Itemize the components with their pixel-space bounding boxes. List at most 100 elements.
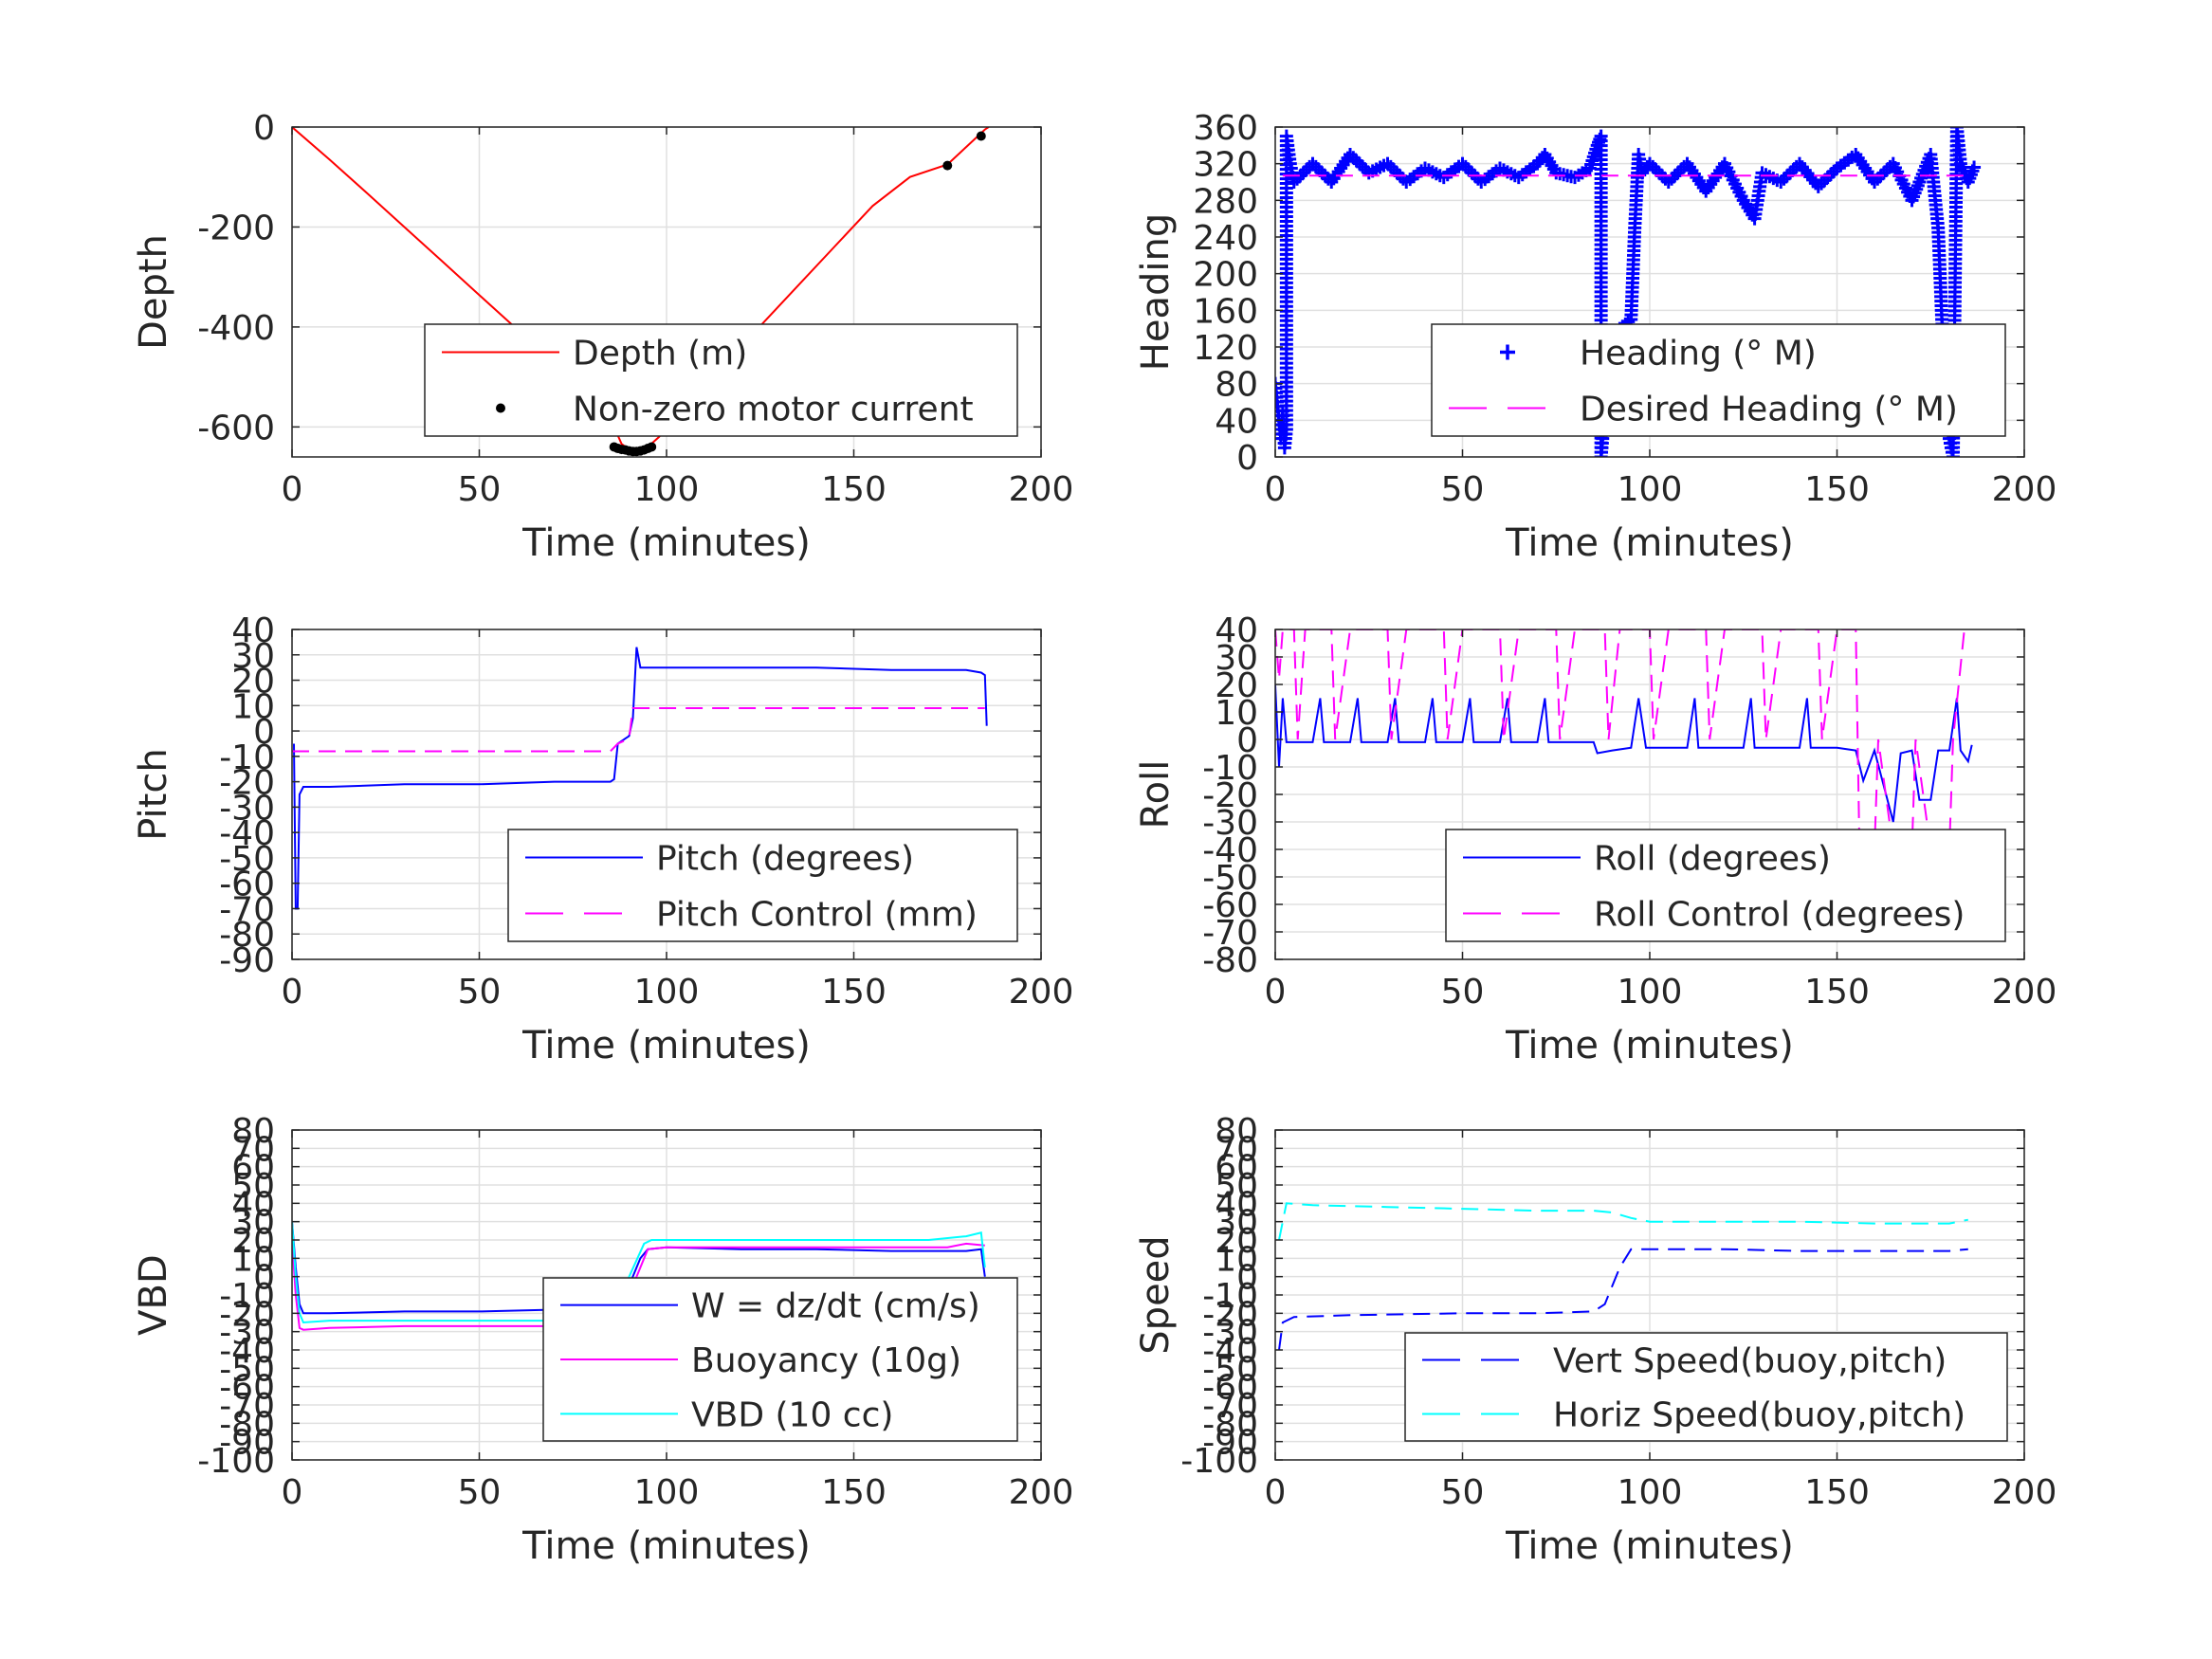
x-axis-label: Time (minutes) [521,521,811,565]
y-tick-label: 360 [1193,109,1258,148]
legend-swatch [1500,344,1515,360]
y-tick-label: 60 [1215,1149,1258,1188]
y-tick-label: 50 [231,1167,275,1206]
panel-depth: 0 50 100 150 200 -600 -400 -200 0 Time (minutes) D… [132,109,1073,565]
panel-pitch: 0 50 100 150 200-90-80-70-60-50-40-30-20-100… [132,611,1073,1067]
y-tick-label: 80 [231,1112,275,1151]
x-tick-label: 50 [1441,973,1485,1012]
y-tick-label: -40 [219,814,275,853]
y-tick-label: -30 [1202,804,1258,843]
x-tick-label: 150 [821,973,887,1012]
y-tick-label: -90 [219,941,275,980]
y-tick-label: -20 [1202,776,1258,815]
y-tick-label: -20 [219,1295,275,1334]
y-tick-label: 0 [1236,721,1258,760]
x-tick-label: 200 [1992,973,2057,1012]
series-group [1275,629,1973,850]
y-tick-label: -200 [197,209,275,247]
y-tick-label: -90 [219,1424,275,1463]
y-tick-label: 40 [1215,1185,1258,1224]
y-tick-label: -600 [197,409,275,447]
y-tick-label: -90 [1202,1424,1258,1463]
legend: Roll (degrees) Roll Control (degrees) [1445,829,2006,942]
x-tick-label: 150 [821,1473,887,1512]
series-line-speed-0 [1278,1248,1968,1351]
x-tick-label: 200 [1992,470,2057,509]
legend-label: VBD (10 cc) [691,1395,893,1434]
x-tick-label: 0 [282,1473,303,1512]
y-tick-label: 70 [1215,1130,1258,1169]
legend-box [424,323,1018,437]
y-tick-label: 160 [1193,292,1258,331]
legend-label: Heading (° M) [1580,335,1817,374]
y-tick-label: -40 [219,1332,275,1371]
x-tick-label: 100 [634,1473,700,1512]
x-tick-label: 0 [1265,973,1287,1012]
y-tick-label: 20 [231,663,275,702]
x-tick-label: 200 [1009,1473,1074,1512]
y-tick-label: 240 [1193,219,1258,258]
y-axis-label: VBD [132,1254,175,1336]
legend-label: Depth (m) [573,335,747,374]
legend-label: Desired Heading (° M) [1580,391,1958,429]
y-tick-label: -10 [219,1277,275,1316]
series-group [292,647,988,910]
y-tick-label: -70 [219,1387,275,1426]
legend: Pitch (degrees) Pitch Control (mm) [507,829,1018,942]
y-tick-label: 0 [253,1259,275,1298]
y-axis-label: Pitch [132,748,175,840]
x-tick-label: 150 [1804,470,1870,509]
series-line-pitch-1 [292,707,985,753]
y-tick-label: -70 [1202,1387,1258,1426]
y-tick-label: -30 [219,789,275,828]
y-tick-label: 10 [1215,694,1258,733]
y-tick-label: 280 [1193,182,1258,221]
series-point [976,131,986,141]
y-tick-label: -80 [219,916,275,955]
x-axis-label: Time (minutes) [521,1524,811,1568]
y-tick-label: -80 [1202,1405,1258,1444]
legend-label: Roll Control (degrees) [1594,896,1965,935]
x-tick-label: 0 [1265,470,1287,509]
y-tick-label: 0 [1236,1259,1258,1298]
y-tick-label: 60 [231,1149,275,1188]
x-tick-label: 100 [1618,1473,1683,1512]
y-tick-label: -100 [197,1442,275,1481]
y-tick-label: -40 [1202,831,1258,870]
y-tick-label: 40 [231,1185,275,1224]
panel-speed: 0 50 100 150 200-100-90-80-70-60-50-40-30-20… [1134,1112,2057,1568]
series-point [647,442,657,452]
y-tick-label: -10 [1202,1277,1258,1316]
legend-box [1431,323,2006,437]
y-tick-label: 30 [231,637,275,676]
legend-label: Vert Speed(buoy,pitch) [1553,1342,1947,1381]
x-tick-label: 200 [1992,1473,2057,1512]
legend-box [507,829,1018,942]
y-tick-label: 20 [1215,1222,1258,1261]
y-tick-label: -400 [197,309,275,348]
x-tick-label: 100 [1618,973,1683,1012]
x-tick-label: 150 [1804,973,1870,1012]
y-tick-label: -30 [1202,1314,1258,1353]
x-tick-label: 50 [1441,470,1485,509]
legend: Heading (° M) Desired Heading (° M) [1431,323,2006,437]
y-tick-label: -60 [1202,1369,1258,1408]
series-point [942,160,953,171]
x-tick-label: 100 [634,973,700,1012]
y-tick-label: 0 [1236,439,1258,478]
x-tick-label: 100 [1618,470,1683,509]
legend-box [1445,829,2006,942]
x-tick-label: 150 [1804,1473,1870,1512]
y-tick-label: 30 [1215,1204,1258,1243]
legend-label: Buoyancy (10g) [691,1341,961,1380]
y-tick-label: 40 [1215,611,1258,650]
legend: Depth (m) Non-zero motor current [424,323,1018,437]
series-group [292,127,990,457]
y-tick-label: -80 [219,1405,275,1444]
y-tick-label: 10 [231,687,275,726]
y-tick-label: -60 [219,1369,275,1408]
legend-box [1404,1332,2008,1442]
x-tick-label: 0 [1265,1473,1287,1512]
y-axis-label: Depth [132,234,175,350]
